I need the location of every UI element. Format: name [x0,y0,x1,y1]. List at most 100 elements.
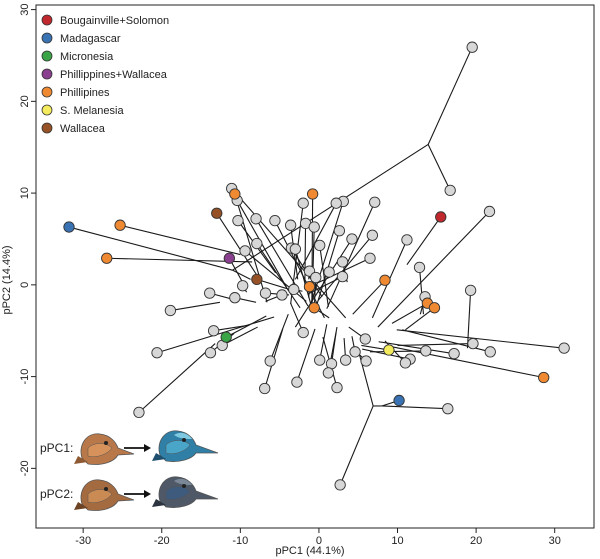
phylogeny-branch [294,248,313,308]
data-point [442,403,454,415]
data-point [297,197,309,209]
phylogeny-branch [294,238,353,328]
data-point [340,354,352,366]
data-point [323,266,335,278]
phylogeny-branch [405,307,435,331]
data-point [393,394,405,407]
x-tick-label: 0 [316,535,322,547]
data-point [401,234,413,246]
x-tick-label: -20 [154,535,170,547]
data-point [204,287,216,299]
phylogeny-branch [296,328,316,383]
legend-label: Phillipines [60,87,110,99]
data-point [310,271,322,284]
legend-label: Wallacea [60,123,106,135]
data-point [379,274,391,286]
data-point [308,221,320,233]
data-point [444,184,456,196]
legend-swatch [41,50,53,62]
phylogeny-branch [170,301,220,312]
data-point [420,345,432,357]
axes: -30 -20 -10 0 10 20 30 -20 -10 0 10 20 30 [19,3,595,547]
x-tick-label: -10 [232,535,248,547]
phylogeny-branch [427,46,473,145]
data-point [251,237,263,250]
data-point [314,354,326,366]
phylogeny-branch [256,243,301,309]
data-point [484,346,496,358]
inset-label-ppc2: pPC2: [40,487,73,501]
data-point [63,221,75,233]
data-point [251,273,263,285]
data-point [204,347,217,359]
phylogeny-branch [391,302,428,324]
data-point [336,270,349,283]
data-point [464,284,477,297]
data-point [364,252,376,264]
y-tick-label: 30 [19,3,31,15]
data-point [264,355,276,367]
phylogeny-branch [307,276,343,295]
y-axis-label: pPC2 (14.4%) [1,245,13,314]
data-point [259,382,271,395]
legend-swatch [41,14,53,26]
data-point [360,355,372,367]
data-point [330,197,342,209]
data-point [369,196,381,208]
legend-label: Bougainville+Solomon [60,15,169,27]
phylogeny-branch [225,315,267,338]
legend-swatch [41,68,53,80]
x-tick-label: 30 [549,535,561,547]
phylogeny-branch [427,144,451,191]
data-point [303,281,316,293]
y-tick-label: 20 [19,95,31,107]
phylogeny-branch [319,324,328,361]
plot-frame [35,4,595,529]
data-point [349,346,361,358]
bird-ppc2-low-icon [74,479,135,511]
phylogeny-branch [378,341,455,355]
phylogeny-branch [68,226,233,271]
legend-label: S. Melanesia [60,105,124,117]
data-point [288,283,300,296]
data-point [483,205,496,218]
data-point [467,337,479,350]
legend: Bougainville+Solomon Madagascar Micronesia… [41,14,169,135]
phylogeny-branch [352,279,386,315]
phylogeny-branch [377,211,490,328]
data-point [164,304,177,317]
phylogeny-branch [232,269,251,280]
data-point [322,367,335,379]
phylogeny-branch [317,234,373,301]
phylogeny-branch [317,257,371,284]
data-point [359,333,371,345]
data-point [289,243,302,255]
data-point [383,344,395,356]
phylogeny-branch [234,193,268,303]
data-point [250,213,262,225]
data-point [101,252,113,264]
legend-swatch [41,122,53,134]
data-point [276,289,288,301]
data-point [336,256,349,268]
data-point [239,245,251,257]
legend-swatch [41,104,53,116]
phylogeny-branch [406,216,442,265]
legend-swatch [41,32,53,44]
data-point [232,214,244,227]
phylogeny-branch [216,212,259,278]
data-point [448,348,460,360]
data-point [114,219,126,231]
data-point [308,302,320,314]
data-point [346,233,358,245]
data-point [413,261,426,274]
legend-label: Micronesia [60,51,114,63]
data-point [333,225,346,237]
phylogeny-branch [370,350,426,353]
data-point [229,292,241,304]
data-point [366,229,379,241]
data-point [435,211,447,223]
data-point [306,188,319,200]
x-axis-label: pPC1 (44.1%) [275,545,344,557]
data-point [334,479,346,491]
